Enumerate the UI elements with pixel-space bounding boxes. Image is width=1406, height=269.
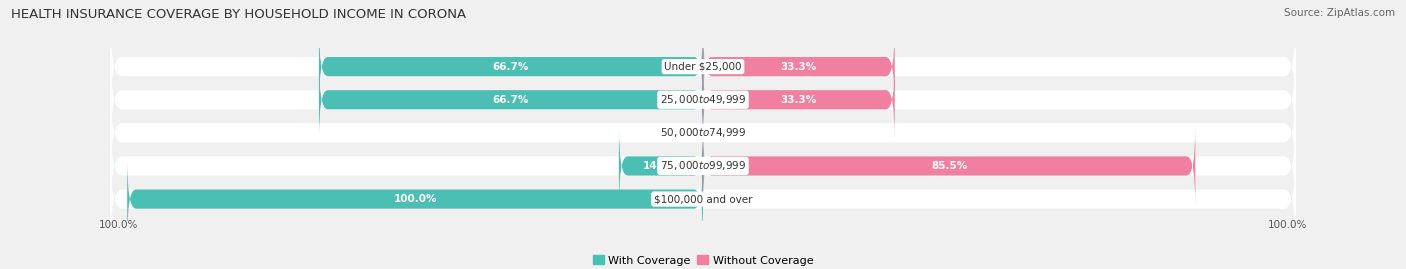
Text: 14.6%: 14.6% xyxy=(643,161,679,171)
FancyBboxPatch shape xyxy=(110,10,1296,123)
FancyBboxPatch shape xyxy=(319,27,703,107)
Text: 0.0%: 0.0% xyxy=(665,128,692,138)
FancyBboxPatch shape xyxy=(619,126,703,206)
FancyBboxPatch shape xyxy=(110,109,1296,222)
FancyBboxPatch shape xyxy=(127,159,703,239)
FancyBboxPatch shape xyxy=(110,143,1296,256)
FancyBboxPatch shape xyxy=(319,60,703,140)
Text: 33.3%: 33.3% xyxy=(780,95,817,105)
Text: 66.7%: 66.7% xyxy=(492,95,529,105)
Text: 33.3%: 33.3% xyxy=(780,62,817,72)
Text: $25,000 to $49,999: $25,000 to $49,999 xyxy=(659,93,747,106)
Text: 66.7%: 66.7% xyxy=(492,62,529,72)
Legend: With Coverage, Without Coverage: With Coverage, Without Coverage xyxy=(588,251,818,269)
FancyBboxPatch shape xyxy=(703,27,894,107)
Text: 0.0%: 0.0% xyxy=(714,128,741,138)
Text: $75,000 to $99,999: $75,000 to $99,999 xyxy=(659,160,747,172)
Text: HEALTH INSURANCE COVERAGE BY HOUSEHOLD INCOME IN CORONA: HEALTH INSURANCE COVERAGE BY HOUSEHOLD I… xyxy=(11,8,467,21)
FancyBboxPatch shape xyxy=(110,43,1296,156)
Text: 0.0%: 0.0% xyxy=(714,194,741,204)
Text: 100.0%: 100.0% xyxy=(1268,220,1308,229)
Text: $100,000 and over: $100,000 and over xyxy=(654,194,752,204)
Text: $50,000 to $74,999: $50,000 to $74,999 xyxy=(659,126,747,139)
FancyBboxPatch shape xyxy=(703,60,894,140)
Text: Under $25,000: Under $25,000 xyxy=(664,62,742,72)
FancyBboxPatch shape xyxy=(110,76,1296,189)
Text: 85.5%: 85.5% xyxy=(931,161,967,171)
FancyBboxPatch shape xyxy=(703,126,1195,206)
Text: 100.0%: 100.0% xyxy=(394,194,437,204)
Text: 100.0%: 100.0% xyxy=(98,220,138,229)
Text: Source: ZipAtlas.com: Source: ZipAtlas.com xyxy=(1284,8,1395,18)
